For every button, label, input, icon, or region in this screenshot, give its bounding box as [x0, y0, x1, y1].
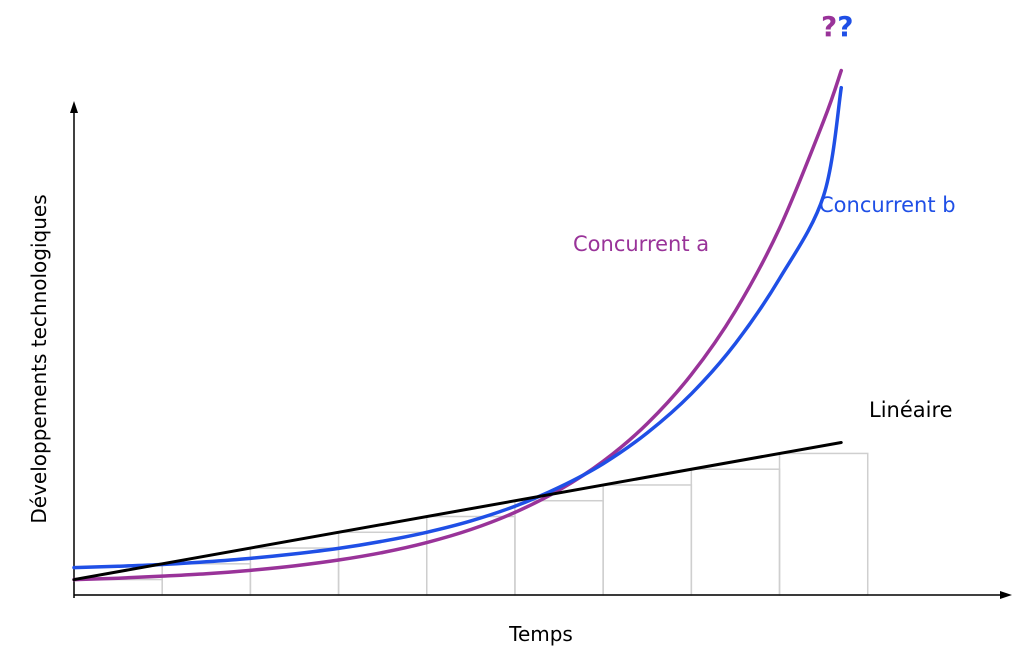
y-axis-label: Développements technologiques [27, 194, 51, 523]
series-label-lineaire: Linéaire [869, 398, 953, 422]
annotation-question-marks: ?? [821, 10, 854, 43]
step-bar [161, 563, 252, 596]
series-label-concurrent-a: Concurrent a [573, 232, 709, 256]
x-axis-arrow [1000, 591, 1012, 599]
question-mark-b: ? [837, 10, 853, 43]
x-axis-label: Temps [508, 622, 573, 646]
series-line-lin-aire [72, 440, 843, 582]
step-bar [73, 578, 163, 596]
y-axis-arrow [70, 101, 78, 113]
step-bar [602, 484, 693, 596]
series-label-concurrent-b: Concurrent b [819, 193, 956, 217]
series-line-concurrent-b [72, 85, 844, 570]
step-bar [690, 468, 781, 596]
series-line-concurrent-a [72, 68, 844, 582]
step-bar [514, 499, 604, 596]
question-mark-a: ? [821, 10, 837, 43]
series-lines [72, 68, 844, 582]
step-bar [778, 452, 869, 596]
